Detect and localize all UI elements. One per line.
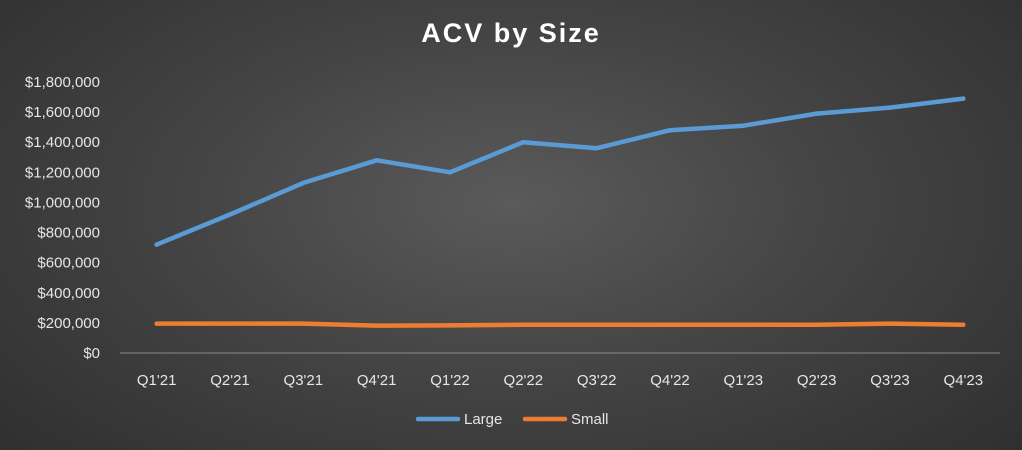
x-tick-label: Q1'23 — [724, 372, 764, 389]
x-tick-label: Q3'23 — [870, 372, 910, 389]
x-tick-label: Q3'22 — [577, 372, 617, 389]
data-point-large — [741, 123, 746, 128]
y-tick-label: $1,400,000 — [25, 134, 100, 151]
x-tick-label: Q4'23 — [944, 372, 984, 389]
data-point-large — [374, 158, 379, 163]
y-tick-label: $800,000 — [37, 225, 100, 242]
data-point-small — [594, 322, 599, 327]
y-tick-label: $0 — [83, 345, 100, 362]
data-point-large — [887, 105, 893, 110]
y-tick-label: $1,000,000 — [25, 194, 100, 211]
data-point-small — [374, 323, 379, 328]
x-tick-label: Q2'21 — [210, 372, 250, 389]
data-point-small — [961, 322, 966, 327]
data-point-large — [154, 242, 159, 247]
legend-label: Small — [571, 411, 609, 428]
x-tick-label: Q4'21 — [357, 372, 397, 389]
data-point-small — [447, 323, 453, 328]
y-tick-label: $400,000 — [37, 285, 100, 302]
data-point-large — [667, 127, 673, 133]
data-point-large — [814, 111, 819, 116]
x-tick-label: Q2'22 — [504, 372, 544, 389]
legend-item-small: Small — [522, 411, 609, 428]
series-line-small — [154, 321, 966, 328]
data-point-small — [814, 322, 819, 327]
chart-title: ACV by Size — [421, 18, 601, 48]
y-tick-label: $600,000 — [37, 255, 100, 272]
x-tick-label: Q4'22 — [650, 372, 690, 389]
y-tick-label: $1,200,000 — [25, 164, 100, 181]
data-point-small — [887, 321, 893, 326]
data-point-small — [521, 322, 526, 327]
legend-label: Large — [464, 411, 502, 428]
data-point-small — [301, 321, 306, 326]
legend-item-large: Large — [415, 411, 502, 428]
y-tick-label: $1,600,000 — [25, 104, 100, 121]
data-point-small — [154, 321, 159, 326]
data-point-large — [447, 170, 453, 175]
data-point-small — [227, 321, 233, 326]
x-tick-label: Q1'21 — [137, 372, 177, 389]
x-tick-label: Q1'22 — [430, 372, 470, 389]
x-tick-label: Q3'21 — [284, 372, 324, 389]
data-point-small — [667, 322, 673, 327]
data-point-large — [521, 140, 526, 145]
data-point-large — [301, 180, 306, 186]
series-line-large — [154, 96, 966, 247]
data-point-large — [961, 96, 966, 101]
data-point-large — [594, 146, 599, 151]
x-tick-label: Q2'23 — [797, 372, 837, 389]
data-point-small — [741, 322, 746, 327]
y-tick-label: $1,800,000 — [25, 74, 100, 91]
data-point-large — [227, 212, 233, 217]
y-tick-label: $200,000 — [37, 315, 100, 332]
